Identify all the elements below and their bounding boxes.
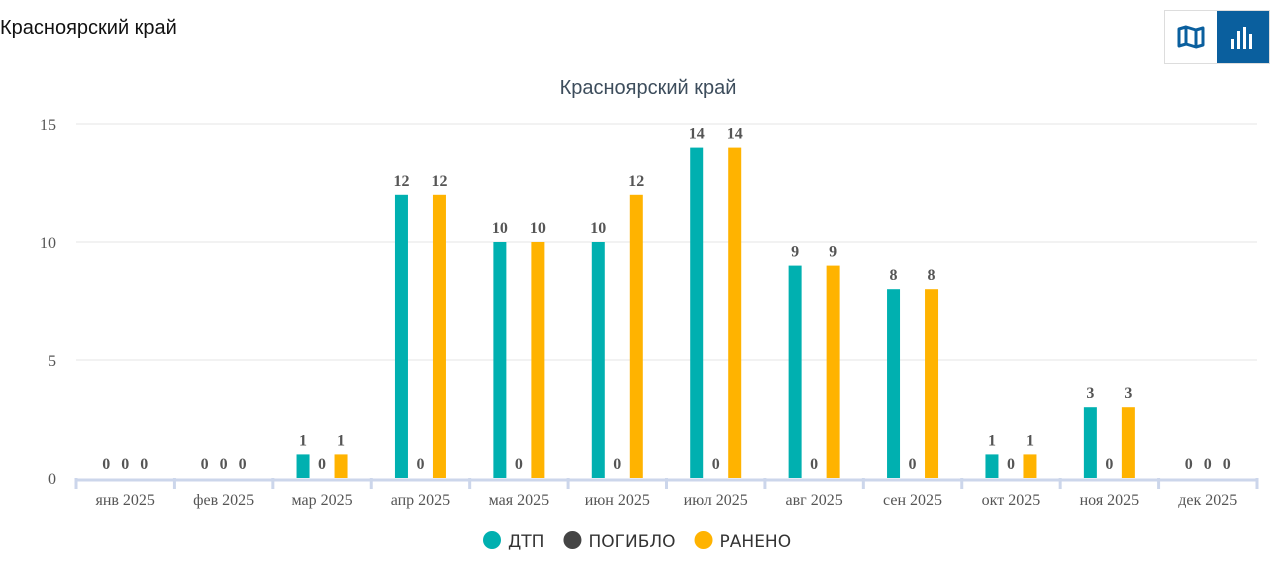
data-label: 0 <box>1204 456 1212 473</box>
page-title: Красноярский край <box>0 17 177 39</box>
data-label: 3 <box>1086 385 1094 402</box>
x-tick-label: авг 2025 <box>786 492 843 509</box>
bar <box>887 289 901 478</box>
data-label: 14 <box>689 126 705 143</box>
data-label: 8 <box>890 267 898 284</box>
data-label: 0 <box>1105 456 1113 473</box>
bar <box>591 242 605 478</box>
x-tick-label: окт 2025 <box>982 492 1041 509</box>
bar <box>690 147 704 478</box>
bar <box>629 194 643 479</box>
data-label: 9 <box>791 244 799 261</box>
data-label: 0 <box>1185 456 1193 473</box>
data-label: 10 <box>530 220 546 237</box>
bar <box>334 454 348 478</box>
bar <box>493 242 507 478</box>
x-tick-label: мая 2025 <box>489 492 549 509</box>
bar <box>1083 407 1097 478</box>
data-label: 9 <box>829 244 837 261</box>
y-tick-label: 15 <box>40 117 56 134</box>
data-label: 1 <box>299 432 307 449</box>
x-tick-label: сен 2025 <box>883 492 942 509</box>
data-label: 0 <box>810 456 818 473</box>
legend-marker <box>483 531 501 549</box>
data-label: 10 <box>590 220 606 237</box>
data-label: 0 <box>140 456 148 473</box>
data-label: 0 <box>102 456 110 473</box>
map-view-button[interactable] <box>1165 11 1217 63</box>
data-label: 12 <box>431 173 447 190</box>
bar <box>394 194 408 479</box>
bar <box>788 265 802 478</box>
x-tick-label: фев 2025 <box>193 492 254 509</box>
x-tick-label: мар 2025 <box>291 492 352 509</box>
chart-title: Красноярский край <box>560 77 737 99</box>
data-label: 14 <box>727 126 743 143</box>
bar <box>728 147 742 478</box>
bar <box>1023 454 1037 478</box>
bar <box>531 242 545 478</box>
data-label: 0 <box>220 456 228 473</box>
data-label: 1 <box>337 432 345 449</box>
data-label: 1 <box>1026 432 1034 449</box>
data-label: 8 <box>928 267 936 284</box>
data-label: 10 <box>492 220 508 237</box>
x-tick-label: июл 2025 <box>684 492 748 509</box>
map-icon <box>1177 25 1205 49</box>
y-tick-label: 5 <box>48 353 56 370</box>
bar <box>1121 407 1135 478</box>
data-label: 0 <box>416 456 424 473</box>
bar <box>296 454 310 478</box>
x-tick-label: дек 2025 <box>1178 492 1237 509</box>
y-tick-label: 0 <box>48 471 56 488</box>
data-label: 12 <box>393 173 409 190</box>
legend-item[interactable]: РАНЕНО <box>720 532 792 552</box>
chart-view-button[interactable] <box>1217 11 1269 63</box>
legend-item[interactable]: ПОГИБЛО <box>588 532 675 552</box>
data-label: 0 <box>239 456 247 473</box>
data-label: 0 <box>1007 456 1015 473</box>
y-tick-label: 10 <box>40 235 56 252</box>
bar <box>925 289 939 478</box>
x-tick-label: июн 2025 <box>585 492 650 509</box>
bar <box>432 194 446 479</box>
legend-item[interactable]: ДТП <box>508 532 544 552</box>
x-tick-label: ноя 2025 <box>1080 492 1140 509</box>
bar-chart-icon <box>1231 27 1252 49</box>
x-tick-label: янв 2025 <box>95 492 154 509</box>
bar <box>826 265 840 478</box>
legend-marker <box>694 531 713 549</box>
data-label: 0 <box>515 456 523 473</box>
data-label: 0 <box>121 456 129 473</box>
view-toggle <box>1164 10 1270 64</box>
data-label: 0 <box>909 456 917 473</box>
bar <box>985 454 999 478</box>
x-tick-label: апр 2025 <box>391 492 450 509</box>
data-label: 0 <box>318 456 326 473</box>
data-label: 0 <box>712 456 720 473</box>
legend-marker <box>563 531 582 549</box>
data-label: 0 <box>1223 456 1231 473</box>
data-label: 1 <box>988 432 996 449</box>
data-label: 0 <box>613 456 621 473</box>
data-label: 3 <box>1124 385 1132 402</box>
data-label: 12 <box>628 173 644 190</box>
data-label: 0 <box>201 456 209 473</box>
